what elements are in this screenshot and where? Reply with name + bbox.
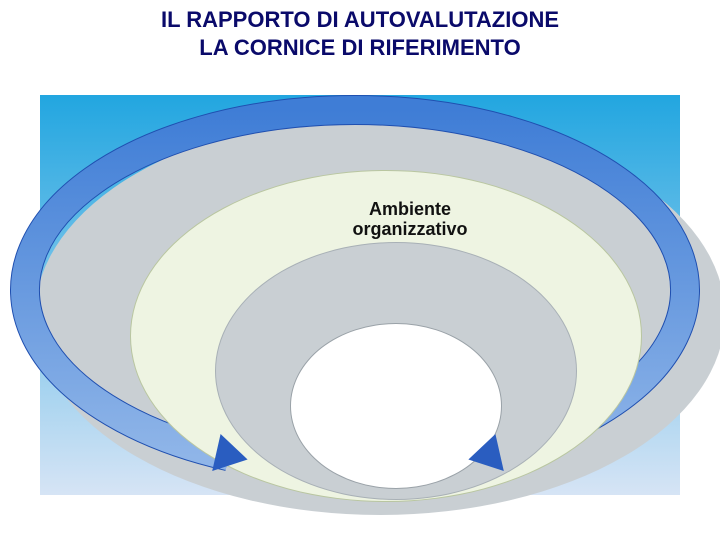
inner-label: Ambiente organizzativo [320, 200, 500, 240]
slide-stage: IL RAPPORTO DI AUTOVALUTAZIONE LA CORNIC… [0, 0, 720, 540]
